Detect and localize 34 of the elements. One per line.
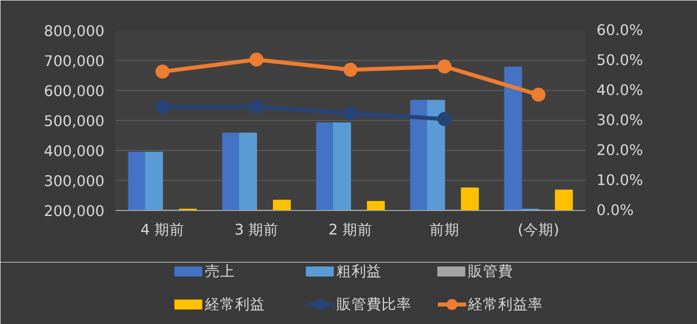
- y-tick-label: 200,000: [44, 203, 104, 220]
- point: [344, 106, 358, 120]
- legend-label: 経常利益率: [467, 296, 544, 313]
- legend-label: 粗利益: [336, 263, 382, 280]
- point: [250, 100, 264, 114]
- y2-tick-label: 0.0%: [596, 202, 634, 219]
- y-tick-label: 600,000: [44, 83, 104, 100]
- legend-label: 経常利益: [204, 296, 266, 313]
- y2-tick-label: 50.0%: [596, 52, 644, 69]
- legend-label: 販管費比率: [336, 296, 412, 313]
- x-tick-label: 3 期前: [234, 222, 278, 238]
- legend-label: 販管費: [468, 263, 514, 280]
- x-tick-label: 2 期前: [328, 222, 372, 238]
- y-tick-label: 300,000: [44, 173, 104, 190]
- y-tick-label: 500,000: [44, 113, 104, 130]
- point: [156, 64, 170, 79]
- y2-tick-label: 20.0%: [596, 142, 644, 159]
- y-tick-label: 400,000: [44, 143, 104, 160]
- point: [156, 100, 170, 114]
- x-tick-label: (今期): [518, 222, 560, 238]
- y-tick-label: 800,000: [44, 23, 104, 40]
- legend-label: 売上: [205, 263, 236, 280]
- point: [438, 60, 452, 74]
- point: [344, 62, 358, 77]
- x-tick-label: 4 期前: [140, 222, 184, 238]
- y2-tick-label: 40.0%: [596, 82, 644, 99]
- point: [532, 88, 546, 102]
- point: [438, 112, 452, 126]
- y2-tick-label: 60.0%: [596, 22, 644, 39]
- x-tick-label: 前期: [430, 222, 460, 238]
- point: [250, 52, 264, 67]
- y-tick-label: 700,000: [44, 53, 104, 70]
- y2-tick-label: 10.0%: [596, 172, 644, 189]
- y2-tick-label: 30.0%: [596, 112, 644, 129]
